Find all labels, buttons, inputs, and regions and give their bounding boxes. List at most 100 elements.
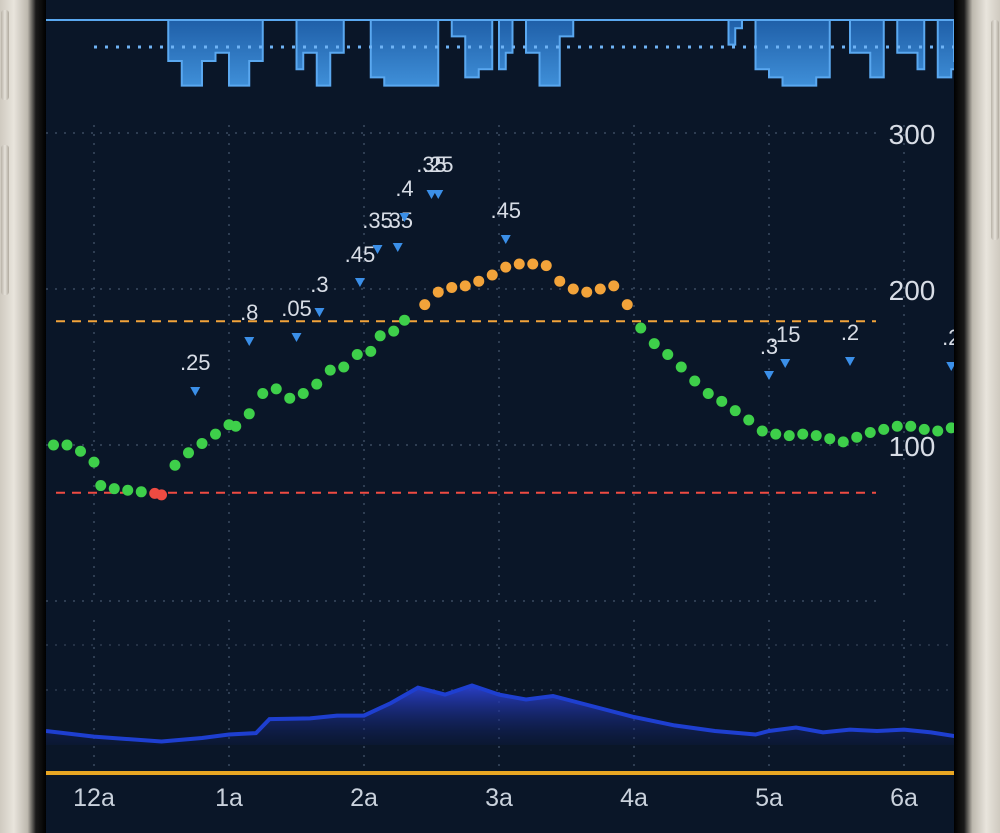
glucose-reading — [257, 388, 269, 400]
glucose-reading — [756, 425, 768, 437]
glucose-reading — [75, 445, 86, 457]
bolus-label: .45 — [345, 242, 376, 267]
bolus-label: .45 — [490, 198, 521, 223]
bolus-marker — [426, 190, 437, 199]
x-axis-line — [46, 771, 954, 775]
basal-layer — [46, 19, 954, 87]
glucose-reading — [388, 325, 400, 337]
glucose-reading — [210, 428, 221, 440]
bolus-label: .05 — [281, 296, 312, 321]
basal-area — [46, 19, 954, 87]
glucose-reading — [196, 437, 208, 449]
glucose-reading — [783, 430, 795, 442]
glucose-reading — [473, 275, 485, 287]
glucose-reading — [513, 258, 525, 270]
glucose-reading — [878, 423, 890, 435]
bolus-marker — [500, 235, 511, 244]
glucose-reading — [716, 395, 728, 407]
bolus-label: .25 — [180, 350, 211, 375]
bolus-layer: .25.8.05.3.45.35.35.4.35.25.45.3.15.2.2.… — [180, 152, 954, 396]
bolus-marker — [291, 333, 302, 342]
glucose-reading — [594, 283, 606, 295]
power-button — [991, 20, 999, 240]
side-button-upper — [1, 10, 9, 100]
glucose-reading — [932, 425, 944, 437]
glucose-reading — [527, 258, 539, 270]
glucose-reading — [365, 345, 377, 357]
glucose-reading — [635, 322, 647, 334]
target-lines — [56, 320, 876, 494]
bolus-marker — [392, 243, 403, 252]
glucose-reading — [61, 439, 73, 451]
glucose-reading — [743, 414, 755, 426]
glucose-reading — [48, 439, 59, 451]
bolus-marker — [190, 387, 201, 396]
y-axis-labels: 300 200 100 — [889, 119, 936, 462]
bolus-marker — [372, 245, 383, 254]
glucose-reading — [351, 349, 363, 361]
x-axis-label-2a: 2a — [350, 784, 378, 812]
glucose-reading — [183, 447, 194, 459]
insulin-on-board-layer — [46, 683, 954, 745]
glucose-reading — [662, 349, 674, 361]
bolus-label: .25 — [423, 152, 454, 177]
y-axis-label-200: 200 — [889, 275, 936, 306]
glucose-reading — [230, 420, 242, 432]
bolus-marker — [399, 213, 410, 222]
glucose-reading — [122, 484, 134, 496]
bolus-marker — [354, 278, 365, 287]
glucose-reading — [270, 383, 282, 395]
glucose-reading — [689, 375, 701, 387]
bolus-marker — [845, 357, 855, 366]
bolus-marker — [780, 359, 791, 368]
glucose-reading — [702, 388, 714, 400]
glucose-reading — [135, 486, 147, 498]
bolus-label: .8 — [240, 300, 258, 325]
glucose-reading — [169, 459, 181, 471]
glucose-reading — [554, 275, 566, 287]
glucose-reading — [864, 427, 876, 439]
y-axis-label-100: 100 — [889, 431, 936, 462]
bolus-label: .35 — [362, 208, 393, 233]
bolus-label: .15 — [770, 322, 801, 347]
glucose-layer — [48, 258, 954, 501]
glucose-reading — [486, 269, 498, 281]
glucose-reading — [567, 283, 579, 295]
bolus-label: .35 — [382, 208, 413, 233]
bolus-label: .35 — [416, 152, 447, 177]
glucose-reading — [419, 299, 431, 311]
bolus-label: .2 — [841, 320, 859, 345]
bolus-label: .4 — [395, 176, 413, 201]
bolus-label: .3 — [760, 334, 778, 359]
glucose-reading — [88, 456, 100, 468]
bolus-label: .2 — [942, 325, 954, 350]
bolus-marker — [946, 362, 954, 371]
glucose-reading — [459, 280, 471, 292]
glucose-reading — [675, 361, 687, 373]
glucose-reading — [810, 430, 822, 442]
glucose-reading — [500, 261, 512, 273]
glucose-reading — [540, 260, 552, 272]
glucose-chart[interactable]: .25.8.05.3.45.35.35.4.35.25.45.3.15.2.2.… — [46, 0, 954, 833]
phone-frame-left — [0, 0, 46, 833]
side-button-lower — [1, 145, 9, 295]
glucose-reading — [918, 423, 930, 435]
glucose-reading — [648, 338, 660, 350]
glucose-reading — [851, 431, 863, 443]
glucose-reading — [156, 489, 167, 501]
glucose-reading — [797, 428, 809, 440]
glucose-reading — [297, 388, 309, 400]
x-axis-label-4a: 4a — [620, 784, 648, 812]
bolus-marker — [244, 337, 255, 346]
glucose-reading — [432, 286, 444, 298]
x-axis-label-5a: 5a — [755, 784, 783, 812]
glucose-reading — [338, 361, 350, 373]
glucose-reading — [824, 433, 836, 445]
glucose-reading — [905, 420, 917, 432]
iob-area — [46, 685, 954, 745]
glucose-reading — [284, 392, 296, 404]
iob-line — [46, 683, 954, 744]
glucose-reading — [891, 420, 903, 432]
glucose-reading — [770, 428, 782, 440]
chart-screen[interactable]: .25.8.05.3.45.35.35.4.35.25.45.3.15.2.2.… — [46, 0, 954, 833]
